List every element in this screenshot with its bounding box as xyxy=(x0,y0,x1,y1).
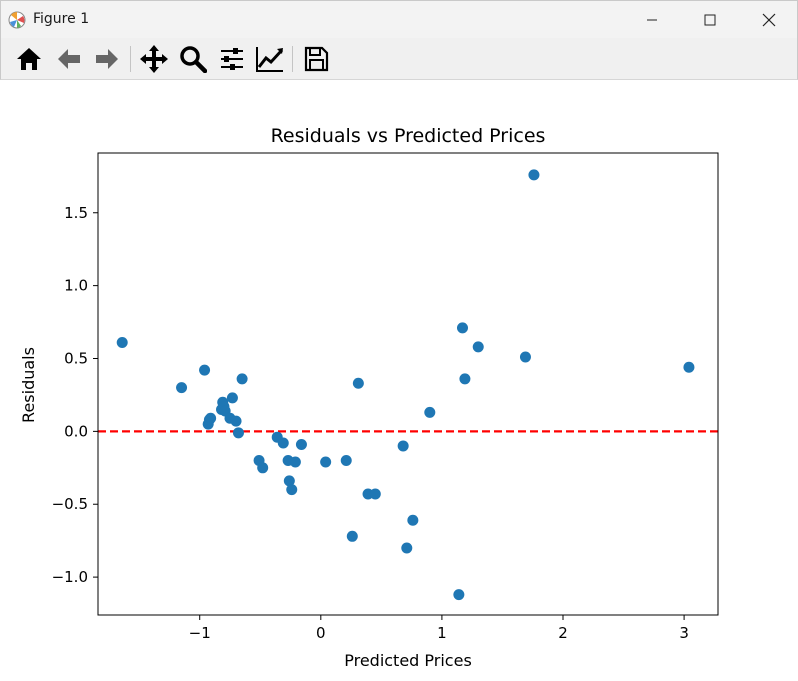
toolbar-separator xyxy=(130,46,131,72)
maximize-button[interactable] xyxy=(681,1,739,39)
y-tick-label: 1.5 xyxy=(64,204,88,222)
scatter-point xyxy=(519,351,531,363)
x-tick-label: 3 xyxy=(679,624,689,642)
scatter-point xyxy=(401,542,413,554)
y-tick-label: −1.0 xyxy=(52,568,88,586)
scatter-chart: Residuals vs Predicted Prices Predicted … xyxy=(19,125,719,670)
scatter-point xyxy=(205,412,217,424)
save-icon xyxy=(304,46,329,72)
toolbar-separator xyxy=(292,46,293,72)
back-button[interactable] xyxy=(53,43,85,75)
home-icon xyxy=(17,48,41,70)
x-tick-label: 0 xyxy=(316,624,326,642)
minimize-icon xyxy=(647,19,657,21)
y-tick-label: 0.0 xyxy=(64,422,88,440)
scatter-point xyxy=(257,462,269,474)
scatter-point xyxy=(320,456,332,468)
y-tick-label: 0.5 xyxy=(64,349,88,367)
scatter-point xyxy=(528,169,540,181)
scatter-point xyxy=(236,373,248,385)
subplots-icon xyxy=(221,48,243,70)
scatter-point xyxy=(397,440,409,452)
back-icon xyxy=(58,49,80,69)
navigation-toolbar xyxy=(0,38,798,80)
x-tick-label: 1 xyxy=(437,624,447,642)
maximize-icon xyxy=(704,14,716,26)
edit-axis-icon xyxy=(256,47,284,72)
y-tick-label: −0.5 xyxy=(52,495,88,513)
close-button[interactable] xyxy=(740,1,798,39)
data-points xyxy=(116,169,695,601)
figure-canvas[interactable]: Residuals vs Predicted Prices Predicted … xyxy=(0,80,798,677)
axis-ticks: −1 0 1 2 3 −1.0 −0.5 0.0 0.5 1.0 1.5 xyxy=(52,204,689,642)
scatter-point xyxy=(295,438,307,450)
y-tick-label: 1.0 xyxy=(64,277,88,295)
home-button[interactable] xyxy=(13,43,45,75)
scatter-point xyxy=(277,437,289,449)
plot-frame xyxy=(97,152,719,616)
scatter-point xyxy=(346,530,358,542)
close-icon xyxy=(762,13,776,27)
y-axis-label: Residuals xyxy=(19,347,38,423)
x-tick-label: 2 xyxy=(558,624,568,642)
scatter-point xyxy=(176,382,188,394)
x-tick-label: −1 xyxy=(189,624,211,642)
edit-axis-button[interactable] xyxy=(254,43,286,75)
x-axis-label: Predicted Prices xyxy=(344,651,472,670)
pan-button[interactable] xyxy=(138,43,170,75)
scatter-point xyxy=(369,488,381,500)
subplots-button[interactable] xyxy=(216,43,248,75)
scatter-point xyxy=(459,373,471,385)
scatter-point xyxy=(453,589,465,601)
minimize-button[interactable] xyxy=(623,1,681,39)
forward-icon xyxy=(96,49,118,69)
scatter-point xyxy=(226,392,238,404)
scatter-point xyxy=(116,336,128,348)
pan-icon xyxy=(140,45,168,73)
scatter-point xyxy=(424,406,436,418)
scatter-point xyxy=(340,455,352,467)
zoom-button[interactable] xyxy=(177,43,209,75)
forward-button[interactable] xyxy=(91,43,123,75)
zoom-icon xyxy=(180,46,207,73)
scatter-point xyxy=(199,364,211,376)
scatter-point xyxy=(456,322,468,334)
scatter-point xyxy=(286,484,298,496)
scatter-point xyxy=(230,415,242,427)
scatter-point xyxy=(289,456,301,468)
window-titlebar: Figure 1 xyxy=(0,0,798,38)
scatter-point xyxy=(407,514,419,526)
chart-title: Residuals vs Predicted Prices xyxy=(271,125,546,147)
scatter-point xyxy=(352,377,364,389)
window-title: Figure 1 xyxy=(33,11,90,27)
scatter-point xyxy=(283,475,295,487)
scatter-point xyxy=(232,427,244,439)
save-button[interactable] xyxy=(300,43,332,75)
matplotlib-app-icon xyxy=(8,11,26,29)
scatter-point xyxy=(683,361,695,373)
scatter-point xyxy=(472,341,484,353)
